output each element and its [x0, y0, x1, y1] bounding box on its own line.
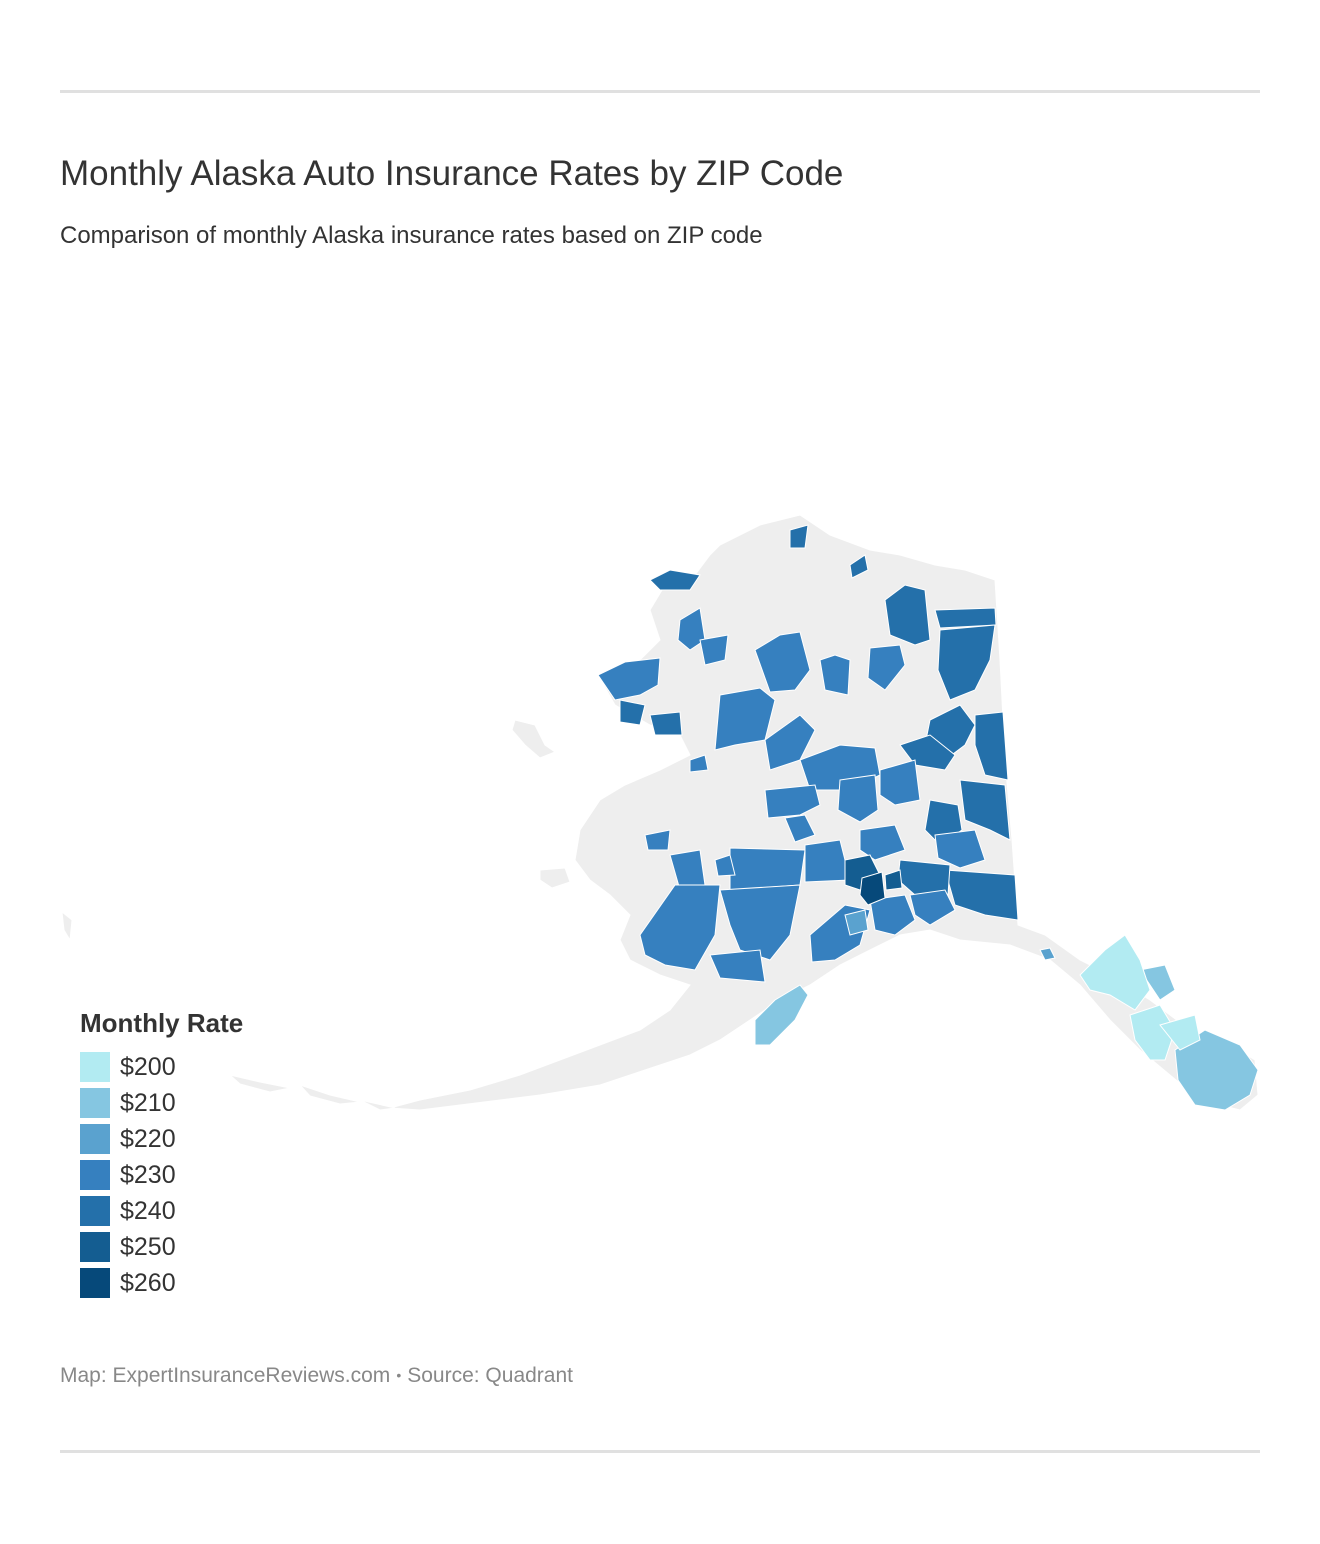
zip-regions-260 — [859, 871, 886, 906]
legend-swatch — [80, 1196, 110, 1226]
legend-swatch — [80, 1268, 110, 1298]
zip-regions-220 — [844, 909, 1056, 961]
footer-separator: • — [396, 1367, 402, 1383]
bottom-divider — [60, 1450, 1260, 1453]
legend-swatch — [80, 1232, 110, 1262]
legend-label: $210 — [120, 1088, 176, 1117]
top-divider — [60, 90, 1260, 93]
legend-label: $240 — [120, 1196, 176, 1225]
chart-title: Monthly Alaska Auto Insurance Rates by Z… — [60, 154, 844, 193]
alaska-base-land — [61, 514, 1259, 1111]
source-credit: Source: Quadrant — [407, 1364, 573, 1387]
legend-swatch — [80, 1052, 110, 1082]
legend-label: $250 — [120, 1232, 176, 1261]
legend-item: $220 — [80, 1121, 243, 1157]
zip-regions-230 — [597, 607, 986, 983]
map-legend: Monthly Rate $200 $210 $220 $230 $240 $250 $26… — [80, 1008, 243, 1301]
footer-credits: Map: ExpertInsuranceReviews.com • Source: … — [60, 1364, 573, 1388]
legend-item: $260 — [80, 1265, 243, 1301]
zip-regions-210 — [754, 964, 1259, 1111]
zip-regions-200 — [1079, 934, 1201, 1061]
map-credit: Map: ExpertInsuranceReviews.com — [60, 1364, 391, 1387]
zip-regions-240 — [619, 524, 1019, 921]
legend-item: $240 — [80, 1193, 243, 1229]
legend-swatch — [80, 1088, 110, 1118]
legend-items: $200 $210 $220 $230 $240 $250 $260 — [80, 1049, 243, 1301]
alaska-map — [61, 514, 1259, 1111]
legend-item: $200 — [80, 1049, 243, 1085]
legend-item: $250 — [80, 1229, 243, 1265]
legend-label: $230 — [120, 1160, 176, 1189]
chart-subtitle: Comparison of monthly Alaska insurance r… — [60, 222, 763, 249]
legend-swatch — [80, 1160, 110, 1190]
legend-swatch — [80, 1124, 110, 1154]
legend-label: $260 — [120, 1268, 176, 1297]
legend-title: Monthly Rate — [80, 1008, 244, 1038]
legend-label: $200 — [120, 1052, 176, 1081]
legend-label: $220 — [120, 1124, 176, 1153]
legend-item: $230 — [80, 1157, 243, 1193]
legend-item: $210 — [80, 1085, 243, 1121]
